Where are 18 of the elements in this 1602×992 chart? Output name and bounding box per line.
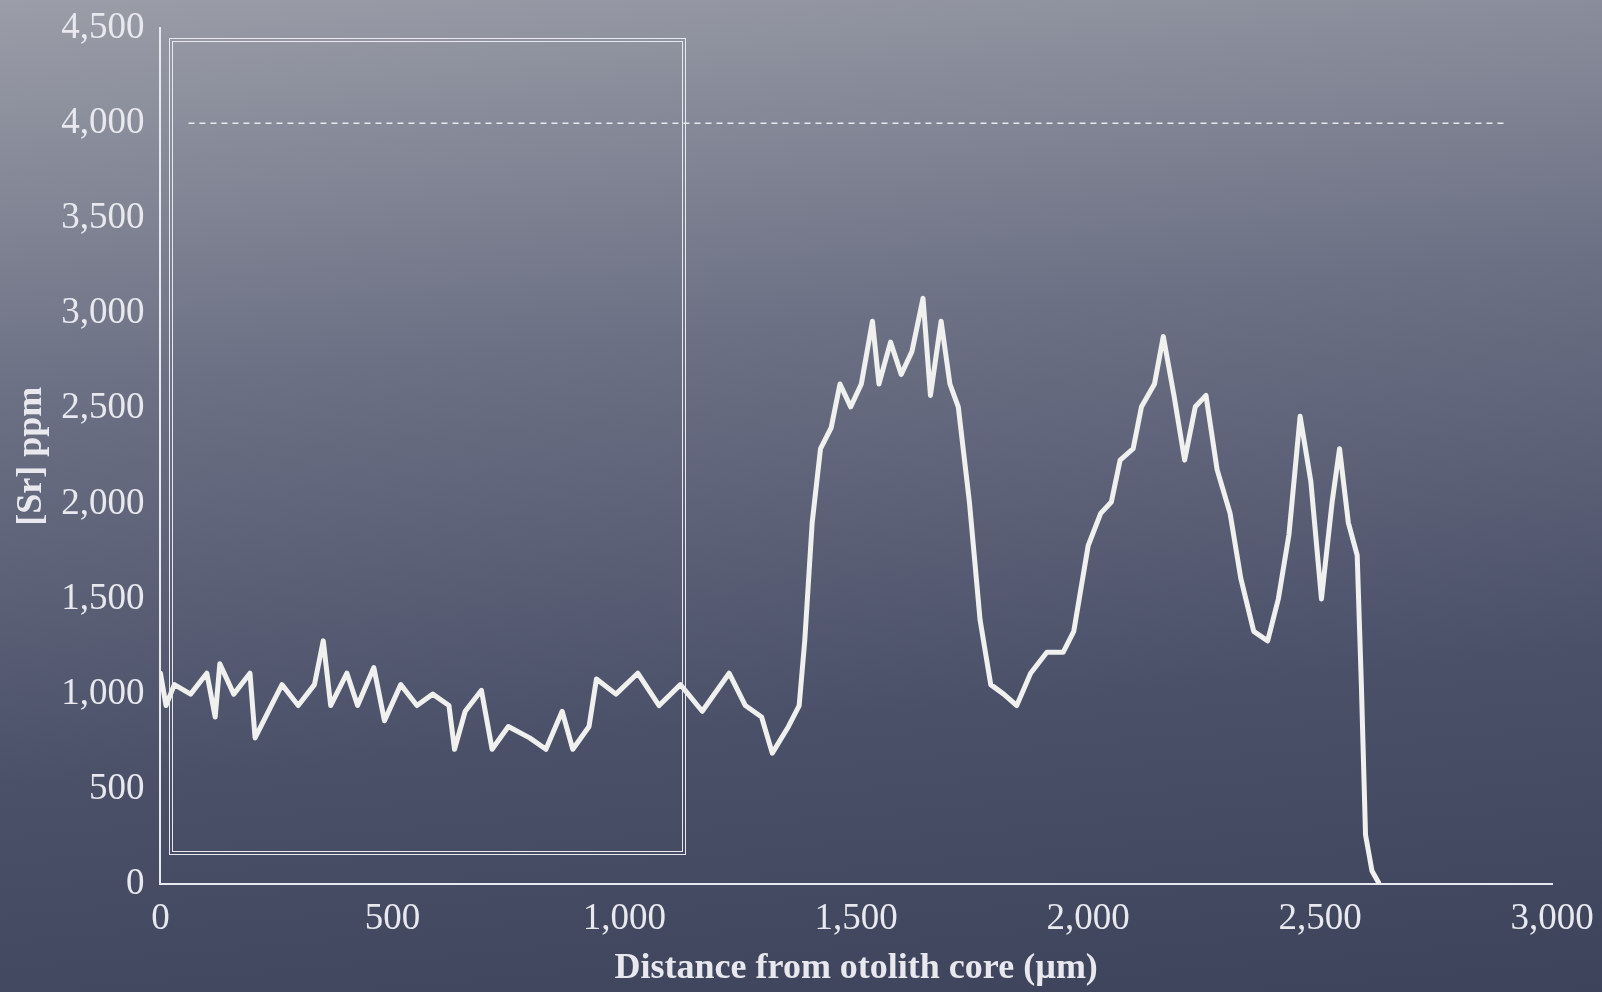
y-tick-label: 3,000	[61, 290, 145, 332]
y-tick-label: 1,000	[61, 670, 145, 712]
y-tick-label: 500	[88, 765, 145, 807]
x-tick-label: 3,000	[1510, 896, 1594, 938]
y-tick-label: 3,500	[61, 195, 145, 237]
x-tick-label: 500	[364, 896, 421, 938]
y-tick-label: 2,500	[61, 385, 145, 427]
x-tick-label: 2,500	[1278, 896, 1362, 938]
y-tick-label: 4,000	[61, 100, 145, 142]
y-tick-label: 4,500	[61, 4, 145, 46]
y-tick-label: 1,500	[61, 575, 145, 617]
y-tick-label: 0	[125, 861, 145, 903]
x-tick-label: 1,500	[814, 896, 898, 938]
x-tick-label: 1,000	[582, 896, 666, 938]
y-axis-title: [Sr] ppm	[8, 386, 49, 526]
y-tick-label: 2,000	[61, 480, 145, 522]
x-tick-label: 2,000	[1046, 896, 1130, 938]
x-axis-title: Distance from otolith core (µm)	[614, 945, 1098, 986]
